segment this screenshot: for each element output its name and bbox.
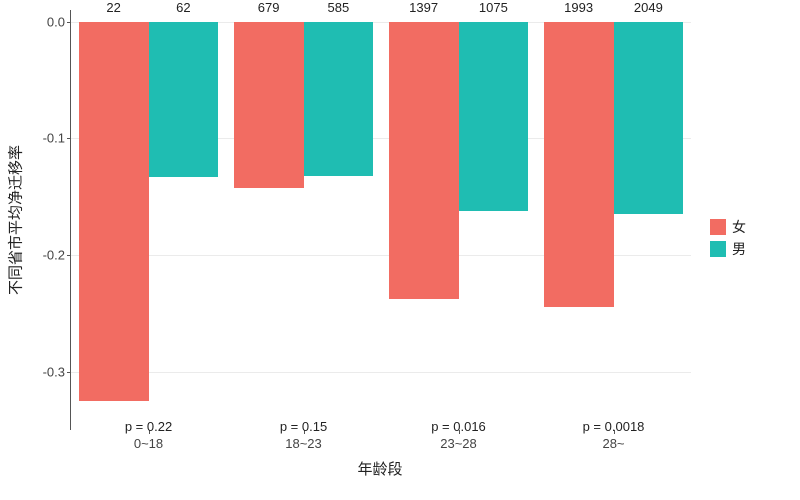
bar — [389, 22, 459, 300]
legend: 女男 — [710, 215, 746, 261]
y-tick-label: -0.2 — [43, 248, 65, 263]
legend-item: 男 — [710, 239, 746, 259]
bar — [234, 22, 304, 189]
count-label: 679 — [258, 0, 280, 15]
y-tick-mark — [67, 22, 71, 23]
legend-swatch — [710, 219, 726, 235]
chart-container: 0.0 -0.1 -0.2 -0.3 22 62 0~18 p = 0.22 679 585 18~… — [0, 0, 800, 500]
x-tick-label: 18~23 — [285, 436, 322, 451]
count-label: 1993 — [564, 0, 593, 15]
bar — [614, 22, 684, 215]
count-label: 62 — [176, 0, 190, 15]
count-label: 1397 — [409, 0, 438, 15]
y-tick-mark — [67, 138, 71, 139]
x-tick-label: 28~ — [602, 436, 624, 451]
bar — [149, 22, 219, 177]
p-value-label: p = 0.016 — [431, 419, 486, 434]
legend-label: 女 — [732, 217, 746, 237]
x-axis-title: 年龄段 — [357, 458, 402, 479]
p-value-label: p = 0.15 — [280, 419, 327, 434]
count-label: 1075 — [479, 0, 508, 15]
y-tick-label: 0.0 — [47, 14, 65, 29]
x-tick-label: 23~28 — [440, 436, 477, 451]
y-tick-label: -0.1 — [43, 131, 65, 146]
y-tick-mark — [67, 255, 71, 256]
bar — [459, 22, 529, 211]
plot-area: 0.0-0.1-0.2-0.322620~18p = 0.2267958518~… — [70, 10, 691, 430]
p-value-label: p = 0.22 — [125, 419, 172, 434]
x-tick-label: 0~18 — [134, 436, 163, 451]
y-tick-mark — [67, 372, 71, 373]
legend-swatch — [710, 241, 726, 257]
legend-item: 女 — [710, 217, 746, 237]
y-axis-title: 不同省市平均净迁移率 — [5, 145, 26, 295]
count-label: 585 — [328, 0, 350, 15]
gridline — [71, 372, 691, 373]
bar — [79, 22, 149, 401]
y-tick-label: -0.3 — [43, 364, 65, 379]
count-label: 22 — [106, 0, 120, 15]
bar — [304, 22, 374, 176]
p-value-label: p = 0.0018 — [583, 419, 645, 434]
bar — [544, 22, 614, 308]
count-label: 2049 — [634, 0, 663, 15]
legend-label: 男 — [732, 239, 746, 259]
